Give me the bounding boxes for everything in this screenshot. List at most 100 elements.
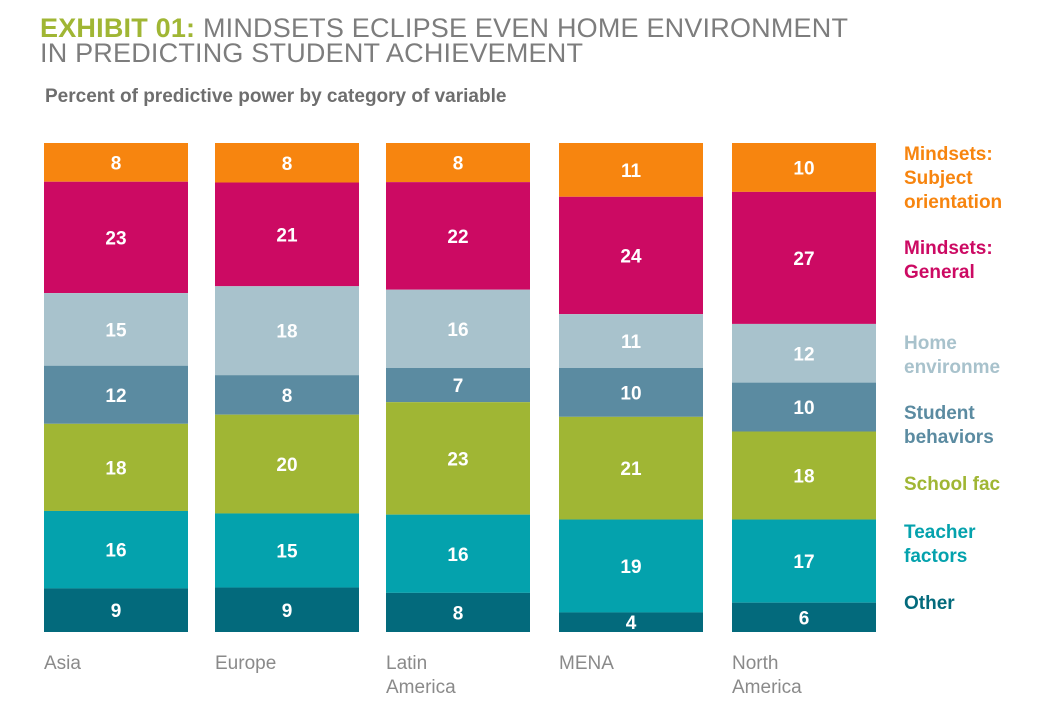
bar-segment [732, 191, 876, 324]
bar-segment [44, 588, 188, 632]
data-label: 6 [799, 608, 810, 629]
data-label: 24 [620, 246, 642, 267]
category-label: Asia [44, 653, 81, 674]
bar-segment [732, 382, 876, 432]
category-label: Latin [386, 653, 427, 674]
data-label: 9 [111, 601, 122, 622]
bar-segment [215, 414, 359, 514]
bar-segment [559, 519, 703, 613]
legend-label: environme [904, 357, 1001, 378]
legend-label: Other [904, 593, 955, 614]
legend-item: Student behaviors [904, 402, 1034, 450]
data-label: 8 [282, 386, 293, 407]
data-label: 23 [105, 228, 126, 249]
legend-label: behaviors [904, 427, 994, 448]
bar-segment [44, 293, 188, 366]
data-label: 21 [620, 459, 642, 480]
bar-segment [559, 612, 703, 632]
category-label: North [732, 653, 778, 674]
category-label: Europe [215, 653, 276, 674]
legend-item: School fac [904, 473, 1034, 497]
bar-segment [386, 143, 530, 183]
bar-segment [559, 143, 703, 197]
data-label: 17 [793, 552, 814, 573]
data-label: 10 [620, 383, 641, 404]
bar-segment [732, 323, 876, 383]
bar-segment [386, 289, 530, 368]
legend-item: Other [904, 592, 1034, 616]
legend-label: Mindsets: [904, 144, 993, 165]
data-label: 10 [793, 398, 814, 419]
chart-title: EXHIBIT 01: MINDSETS ECLIPSE EVEN HOME E… [40, 13, 1000, 68]
legend-label: School fac [904, 474, 1001, 495]
bar-segment [44, 423, 188, 511]
legend-label: orientation [904, 192, 1003, 213]
bar-segment [44, 143, 188, 182]
title-line-2: IN PREDICTING STUDENT ACHIEVEMENT [40, 38, 584, 68]
bar-segment [215, 587, 359, 632]
legend-item: Mindsets: Subject orientation [904, 143, 1034, 215]
legend-label: General [904, 262, 975, 283]
bar-segment [44, 181, 188, 294]
legend-label: Home [904, 333, 957, 354]
bar-segment [44, 365, 188, 424]
bar-segment [732, 602, 876, 632]
legend-item: Teacher factors [904, 521, 1034, 569]
data-label: 16 [447, 545, 468, 566]
category-label: MENA [559, 653, 614, 674]
bar-segment [732, 431, 876, 520]
data-label: 8 [453, 603, 464, 624]
data-label: 21 [276, 225, 298, 246]
data-label: 15 [105, 320, 127, 341]
legend-label: factors [904, 546, 968, 567]
title-line-1: MINDSETS ECLIPSE EVEN HOME ENVIRONMENT [202, 13, 849, 43]
data-label: 18 [105, 458, 126, 479]
data-label: 18 [793, 467, 814, 488]
bar-segment [386, 367, 530, 403]
data-label: 9 [282, 601, 293, 622]
legend-label: Teacher [904, 522, 976, 543]
bar-segment [386, 592, 530, 632]
data-label: 16 [105, 541, 126, 562]
legend-label: Mindsets: [904, 238, 993, 259]
bar-segment [44, 510, 188, 589]
data-label: 8 [282, 154, 293, 175]
category-label: America [732, 677, 802, 698]
bar-segment [215, 182, 359, 287]
data-label: 8 [453, 154, 464, 175]
bar-segment [215, 286, 359, 376]
bar-segment [559, 416, 703, 520]
data-label: 11 [621, 332, 642, 353]
bar-segment [559, 196, 703, 315]
data-label: 20 [276, 455, 297, 476]
data-label: 19 [620, 557, 641, 578]
data-label: 8 [111, 153, 122, 174]
bar-segment [732, 143, 876, 192]
data-label: 12 [793, 344, 814, 365]
legend-label: Subject [904, 168, 973, 189]
legend-label: Student [904, 403, 975, 424]
data-label: 12 [105, 386, 126, 407]
data-label: 22 [447, 227, 468, 248]
data-label: 11 [621, 161, 642, 182]
data-label: 23 [447, 449, 468, 470]
bar-segment [215, 375, 359, 415]
bar-segment [215, 513, 359, 588]
bar-segment [732, 519, 876, 603]
bar-segment [215, 143, 359, 183]
category-label: America [386, 677, 456, 698]
data-label: 27 [793, 249, 814, 270]
bar-segment [559, 367, 703, 417]
bar-segment [559, 314, 703, 368]
exhibit-label: EXHIBIT 01: [40, 13, 196, 43]
data-label: 7 [453, 376, 464, 397]
data-label: 16 [447, 320, 468, 341]
chart-subtitle: Percent of predictive power by category … [45, 86, 507, 107]
bar-segment [386, 514, 530, 593]
bar-segment [386, 402, 530, 515]
data-label: 15 [276, 542, 298, 563]
data-label: 18 [276, 322, 297, 343]
bar-segment [386, 182, 530, 290]
data-label: 4 [626, 613, 637, 634]
legend-item: Home environme [904, 332, 1034, 380]
